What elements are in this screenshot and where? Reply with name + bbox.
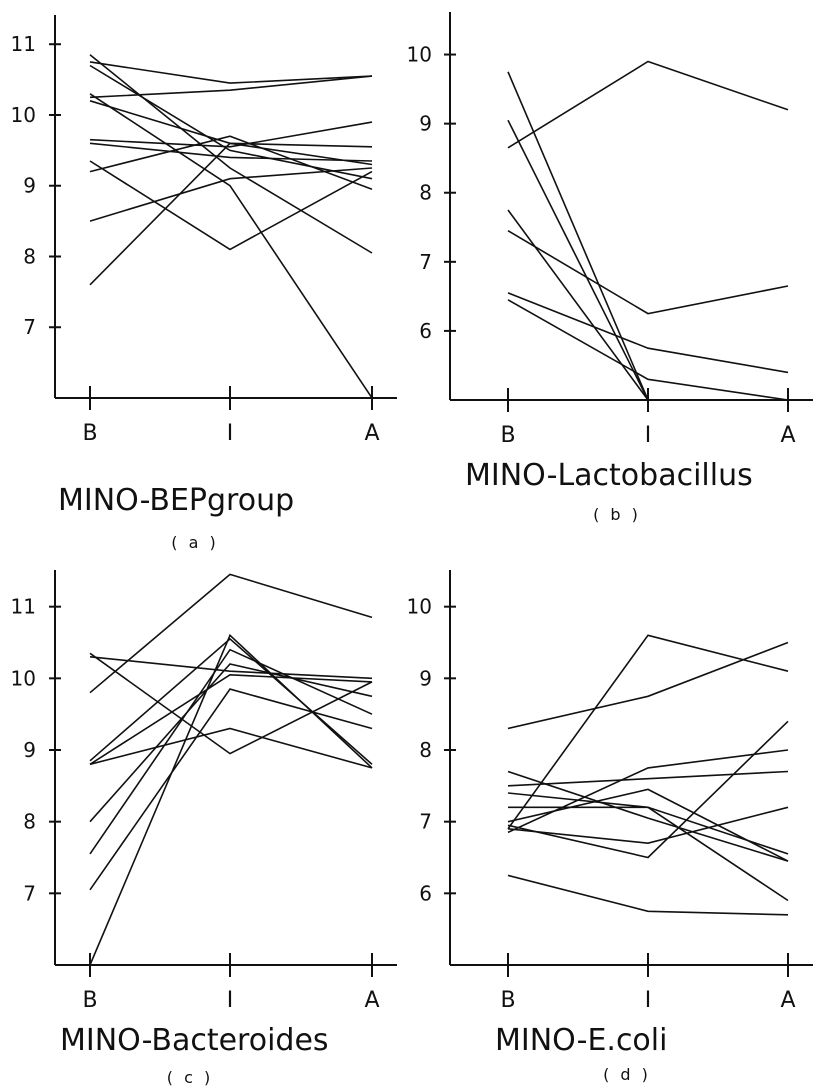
series-line-8 (89, 648, 373, 855)
chart-panel-b: 6 7 8 9 10 B I A MINO-Lactobacillus ( b ) (407, 12, 813, 524)
series-line-9 (507, 749, 789, 834)
series-line-9 (89, 167, 373, 222)
x-tick-label: I (227, 988, 234, 1013)
series-line-2 (89, 652, 373, 755)
x-tick-label: A (780, 988, 795, 1013)
series-line-1 (507, 60, 789, 149)
series-line-6 (508, 806, 789, 855)
series-line-1 (89, 61, 373, 84)
series-line-4 (507, 209, 649, 400)
series-line-5 (89, 727, 373, 769)
series-line-10 (507, 720, 789, 859)
series-line-5 (507, 792, 789, 902)
series-line-3 (507, 119, 649, 400)
panel-label: ( c ) (167, 1068, 213, 1087)
x-tick-label: B (82, 421, 97, 446)
y-tick-label: 10 (407, 43, 432, 67)
series-line-1 (89, 573, 373, 694)
panel-title: MINO-BEPgroup (58, 483, 294, 518)
y-tick-label: 10 (407, 595, 432, 619)
series-line-4 (507, 770, 789, 787)
series-line-3 (89, 54, 373, 254)
y-tick-label: 8 (419, 181, 432, 205)
panel-title: MINO-Lactobacillus (465, 458, 753, 493)
series-line-6 (89, 121, 373, 148)
y-tick-label: 8 (23, 810, 36, 834)
y-tick-label: 8 (419, 738, 432, 762)
panel-title: MINO-E.coli (495, 1023, 667, 1058)
series-line-8 (507, 806, 789, 845)
y-tick-label: 7 (419, 810, 432, 834)
series-line-2 (89, 75, 373, 99)
x-tick-label: A (364, 988, 379, 1013)
x-tick-label: A (780, 423, 795, 448)
y-tick-label: 9 (23, 738, 36, 762)
series-line-4 (89, 637, 373, 765)
y-tick-label: 7 (23, 315, 36, 339)
y-tick-label: 10 (11, 666, 36, 690)
panel-label: ( a ) (171, 533, 218, 552)
series-line-7 (89, 142, 373, 162)
chart-panel-c: 7 8 9 10 11 B I A MINO-Bacteroides ( c ) (11, 570, 397, 1087)
chart-panel-d: 6 7 8 9 10 B I A MINO-E.coli ( d ) (407, 570, 813, 1084)
y-tick-label: 9 (419, 112, 432, 136)
x-tick-label: A (364, 421, 379, 446)
y-tick-label: 9 (419, 666, 432, 690)
x-tick-label: I (645, 423, 652, 448)
series-line-9 (89, 688, 373, 891)
y-tick-label: 10 (11, 103, 36, 127)
series-line-7 (507, 788, 789, 862)
series-line-5 (89, 100, 373, 166)
series-line-12 (89, 93, 373, 398)
y-tick-label: 7 (419, 250, 432, 274)
series-line-2 (507, 71, 649, 400)
series-line-7 (89, 663, 373, 823)
series-line-11 (507, 874, 789, 916)
series-line-10 (89, 633, 373, 965)
y-tick-label: 11 (11, 595, 36, 619)
y-tick-label: 6 (419, 319, 432, 343)
series-line-6 (89, 673, 373, 765)
panel-title: MINO-Bacteroides (60, 1023, 329, 1058)
x-tick-label: I (227, 421, 234, 446)
series-line-7 (507, 299, 789, 400)
panel-label: ( b ) (593, 505, 641, 524)
series-line-5 (507, 230, 789, 315)
x-tick-label: B (500, 988, 515, 1013)
y-tick-label: 6 (419, 881, 432, 905)
series-line-2 (507, 634, 789, 830)
chart-panel-a: 7 8 9 10 11 B I A MINO-BEPgroup ( a ) (11, 15, 397, 552)
series-line-11 (89, 142, 373, 286)
y-tick-label: 7 (23, 881, 36, 905)
series-line-3 (507, 770, 789, 862)
series-line-4 (89, 64, 373, 180)
series-line-10 (89, 160, 373, 251)
y-tick-label: 9 (23, 174, 36, 198)
y-tick-label: 11 (11, 32, 36, 56)
series-line-1 (507, 641, 789, 730)
panel-label: ( d ) (603, 1065, 651, 1084)
x-tick-label: B (500, 423, 515, 448)
x-tick-label: I (645, 988, 652, 1013)
series-line-6 (507, 292, 789, 374)
y-tick-label: 8 (23, 244, 36, 268)
series-line-3 (89, 656, 373, 680)
x-tick-label: B (82, 988, 97, 1013)
